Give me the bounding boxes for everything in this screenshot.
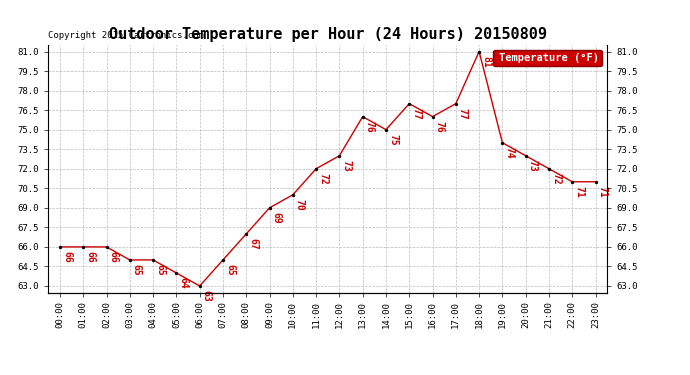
Point [566,179,578,185]
Text: 77: 77 [457,108,468,120]
Point [404,100,415,106]
Point [241,231,252,237]
Text: 66: 66 [62,251,72,263]
Text: 74: 74 [504,147,514,159]
Text: 66: 66 [85,251,95,263]
Text: 77: 77 [411,108,421,120]
Text: 76: 76 [364,121,375,132]
Point [590,179,601,185]
Point [171,270,182,276]
Text: 72: 72 [318,173,328,184]
Point [55,244,66,250]
Text: 65: 65 [155,264,165,276]
Point [334,153,345,159]
Point [427,114,438,120]
Text: 65: 65 [225,264,235,276]
Title: Outdoor Temperature per Hour (24 Hours) 20150809: Outdoor Temperature per Hour (24 Hours) … [109,27,546,42]
Text: 63: 63 [201,290,212,302]
Point [520,153,531,159]
Point [101,244,112,250]
Text: 76: 76 [435,121,444,132]
Point [78,244,89,250]
Text: 71: 71 [574,186,584,198]
Point [310,166,322,172]
Text: Copyright 2015 Cartronics.com: Copyright 2015 Cartronics.com [48,31,204,40]
Point [473,48,484,54]
Point [451,100,462,106]
Text: 81: 81 [481,56,491,68]
Text: 67: 67 [248,238,258,250]
Text: 75: 75 [388,134,398,146]
Legend: Temperature (°F): Temperature (°F) [493,50,602,66]
Point [544,166,555,172]
Point [497,140,508,146]
Point [217,257,228,263]
Point [194,283,205,289]
Text: 72: 72 [551,173,561,184]
Point [380,127,391,133]
Text: 73: 73 [528,160,538,172]
Point [357,114,368,120]
Point [264,205,275,211]
Text: 73: 73 [342,160,351,172]
Text: 65: 65 [132,264,141,276]
Point [124,257,135,263]
Point [287,192,298,198]
Text: 70: 70 [295,199,305,211]
Text: 71: 71 [598,186,607,198]
Point [148,257,159,263]
Text: 66: 66 [108,251,119,263]
Text: 64: 64 [178,277,188,289]
Text: 69: 69 [271,212,282,224]
